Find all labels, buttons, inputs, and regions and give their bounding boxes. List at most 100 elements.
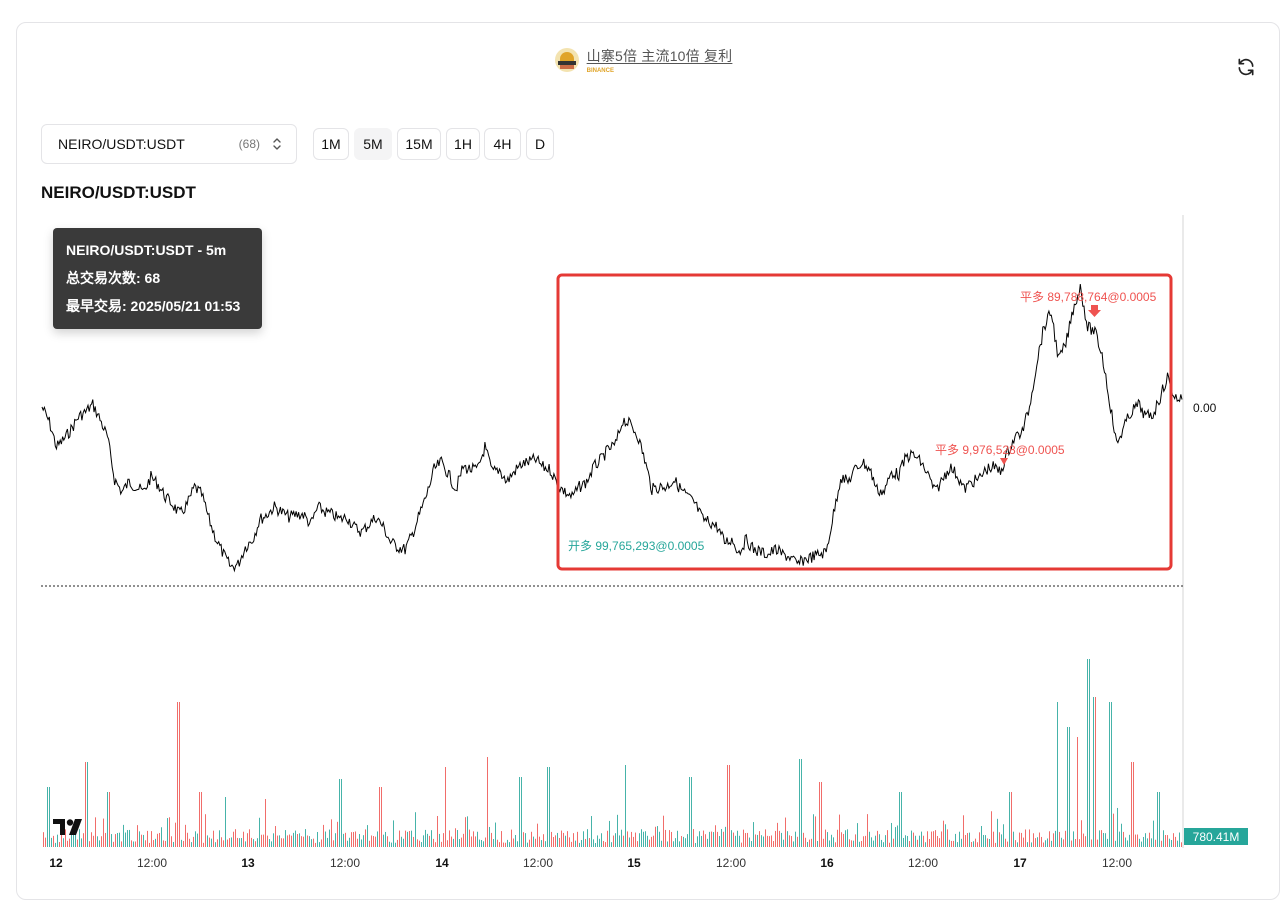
volume-bar	[1143, 836, 1144, 847]
timeframe-d-button[interactable]: D	[526, 128, 554, 160]
volume-bar	[775, 830, 776, 847]
volume-bar	[307, 835, 308, 847]
volume-bar	[187, 832, 188, 847]
volume-bar	[601, 833, 602, 847]
volume-bar	[597, 835, 598, 847]
volume-bar	[477, 831, 478, 847]
volume-bar	[267, 835, 268, 847]
pair-select[interactable]: NEIRO/USDT:USDT (68)	[41, 124, 297, 164]
volume-bar	[905, 835, 906, 847]
volume-bar	[1127, 840, 1128, 847]
volume-bar	[1081, 820, 1082, 847]
volume-bar	[489, 826, 490, 847]
volume-bar	[151, 831, 152, 847]
volume-bar	[197, 833, 198, 847]
volume-bar	[163, 840, 164, 847]
volume-bar	[271, 841, 272, 847]
volume-bar	[821, 782, 822, 847]
volume-bar	[89, 841, 90, 847]
volume-bar	[1013, 831, 1014, 847]
timeframe-15m-button[interactable]: 15M	[397, 128, 441, 160]
volume-bar	[277, 835, 278, 847]
timeframe-1h-button[interactable]: 1H	[446, 128, 480, 160]
volume-bar	[555, 835, 556, 847]
volume-bar	[231, 837, 232, 847]
volume-bar	[87, 762, 88, 847]
volume-bar	[97, 836, 98, 847]
volume-bar	[131, 840, 132, 847]
volume-bar	[611, 842, 612, 847]
volume-bar	[325, 831, 326, 847]
volume-bar	[225, 797, 226, 847]
volume-bar	[305, 829, 306, 847]
volume-bar	[185, 824, 186, 847]
volume-bar	[971, 841, 972, 847]
volume-bar	[721, 829, 722, 847]
volume-bar	[591, 816, 592, 847]
pair-select-value: NEIRO/USDT:USDT	[58, 136, 185, 152]
volume-bar	[853, 840, 854, 847]
volume-bar	[317, 831, 318, 847]
volume-bar	[1177, 840, 1178, 847]
volume-bar	[57, 834, 58, 847]
volume-bar	[981, 826, 982, 847]
volume-bar	[159, 832, 160, 847]
volume-bar	[991, 811, 992, 847]
volume-bar	[837, 829, 838, 847]
volume-bar	[75, 833, 76, 847]
volume-bar	[265, 799, 266, 847]
volume-bar	[583, 831, 584, 847]
volume-bar	[987, 838, 988, 847]
open-long-annotation: 开多 99,765,293@0.0005	[568, 539, 705, 553]
volume-bar	[661, 840, 662, 847]
timeframe-4h-button[interactable]: 4H	[484, 128, 521, 160]
time-tick-label: 12:00	[523, 856, 553, 870]
volume-bar	[99, 840, 100, 847]
volume-bar	[757, 834, 758, 847]
volume-bar	[229, 838, 230, 847]
volume-bar	[679, 841, 680, 847]
time-tick-label: 14	[435, 856, 449, 870]
volume-bar	[79, 829, 80, 847]
refresh-icon[interactable]	[1236, 57, 1256, 77]
volume-bar	[213, 830, 214, 847]
volume-bar	[1103, 832, 1104, 847]
volume-bar	[83, 833, 84, 847]
volume-bar	[179, 702, 180, 847]
volume-bar	[1027, 842, 1028, 847]
timeframe-1m-button[interactable]: 1M	[313, 128, 349, 160]
volume-bar	[1173, 833, 1174, 847]
volume-bar	[203, 842, 204, 847]
volume-bar	[861, 840, 862, 847]
volume-bar	[473, 831, 474, 847]
volume-bar	[487, 757, 488, 847]
time-tick-label: 12:00	[1102, 856, 1132, 870]
volume-bar	[261, 834, 262, 847]
volume-bar	[911, 830, 912, 847]
volume-bar	[733, 832, 734, 847]
volume-bar	[531, 831, 532, 847]
volume-bar	[1007, 841, 1008, 847]
volume-bar	[999, 832, 1000, 847]
volume-bar	[1017, 842, 1018, 847]
volume-bar	[145, 840, 146, 847]
volume-bar	[367, 825, 368, 847]
volume-bar	[209, 837, 210, 847]
tooltip-first-trade: 最早交易: 2025/05/21 01:53	[66, 298, 241, 314]
volume-bar	[789, 835, 790, 847]
volume-bar	[819, 782, 820, 847]
volume-bar	[643, 831, 644, 847]
volume-bar	[341, 779, 342, 847]
volume-bar	[161, 827, 162, 847]
volume-bar	[801, 759, 802, 847]
volume-bar	[455, 828, 456, 847]
volume-bar	[955, 833, 956, 847]
volume-bar	[387, 836, 388, 847]
timeframe-5m-button[interactable]: 5M	[354, 128, 392, 160]
volume-bar	[1159, 792, 1160, 847]
strategy-title-link[interactable]: 山寨5倍 主流10倍 复利	[586, 48, 733, 64]
volume-bar	[767, 835, 768, 847]
strategy-header: 山寨5倍 主流10倍 复利 BINANCE	[0, 46, 1287, 74]
volume-bar	[519, 777, 520, 847]
